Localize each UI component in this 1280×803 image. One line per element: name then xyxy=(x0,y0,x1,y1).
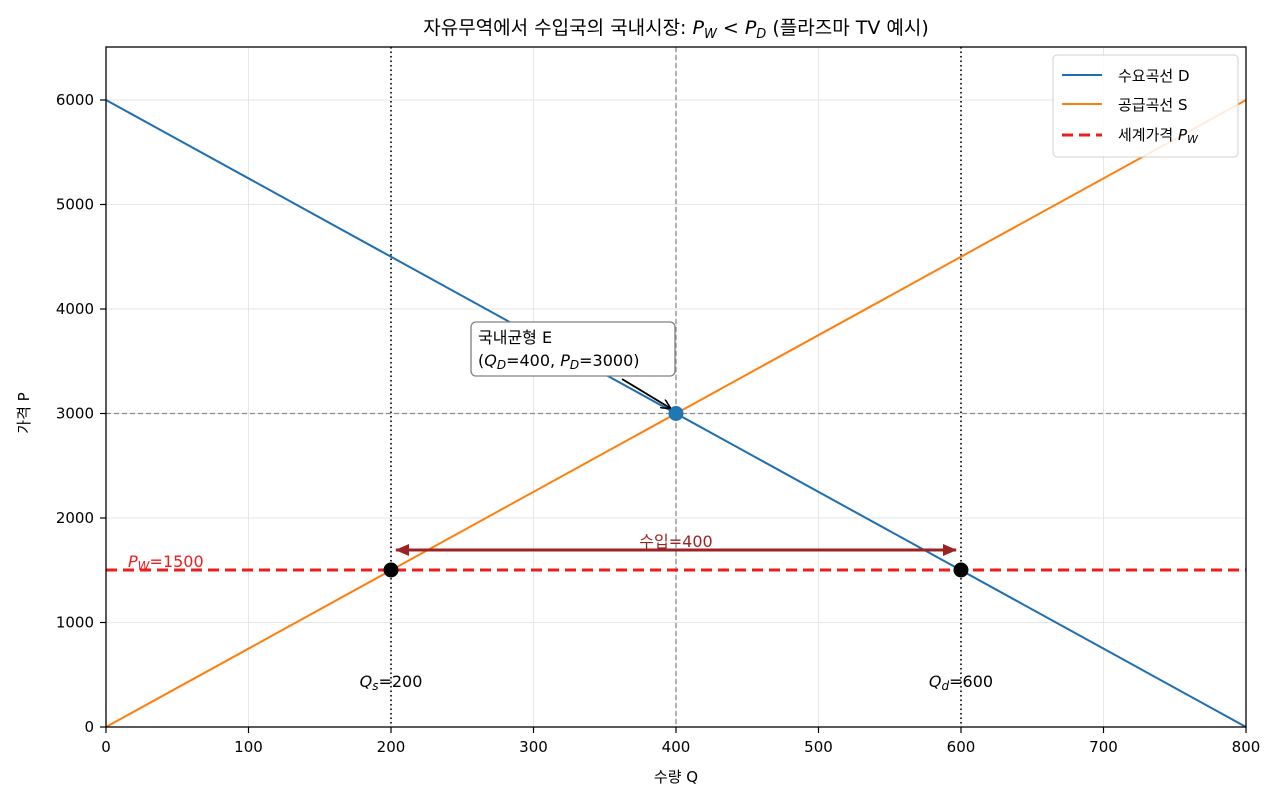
svg-text:수요곡선 D: 수요곡선 D xyxy=(1118,67,1190,85)
equilibrium-point xyxy=(668,406,684,421)
legend: 수요곡선 D 공급곡선 S 세계가격 PW xyxy=(1052,54,1239,158)
svg-text:(QD=400, PD=3000): (QD=400, PD=3000) xyxy=(478,351,640,372)
qd-label: Qd=600 xyxy=(929,672,993,693)
svg-text:공급곡선 S: 공급곡선 S xyxy=(1118,96,1188,114)
legend-item-supply: 공급곡선 S xyxy=(1062,96,1188,114)
svg-text:세계가격 PW: 세계가격 PW xyxy=(1118,126,1199,146)
svg-text:700: 700 xyxy=(1089,738,1118,756)
x-axis: 0 100 200 300 400 500 600 700 800 수량 Q xyxy=(101,727,1260,786)
svg-text:400: 400 xyxy=(662,738,691,756)
svg-text:600: 600 xyxy=(947,738,976,756)
legend-item-demand: 수요곡선 D xyxy=(1062,67,1190,85)
equilibrium-annotation: 국내균형 E (QD=400, PD=3000) xyxy=(470,321,676,408)
world-price-label: PW=1500 xyxy=(128,552,204,573)
svg-text:2000: 2000 xyxy=(56,509,94,527)
qs-label: Qs=200 xyxy=(360,672,423,693)
svg-text:500: 500 xyxy=(804,738,833,756)
svg-text:국내균형 E: 국내균형 E xyxy=(478,328,552,347)
y-axis: 0 1000 2000 3000 4000 5000 6000 가격 P xyxy=(15,91,106,736)
x-axis-label: 수량 Q xyxy=(654,768,698,786)
svg-text:100: 100 xyxy=(234,738,263,756)
svg-text:300: 300 xyxy=(519,738,548,756)
svg-text:3000: 3000 xyxy=(56,405,94,423)
y-axis-label: 가격 P xyxy=(15,392,33,433)
imports-label: 수입=400 xyxy=(639,532,712,551)
legend-item-world-price: 세계가격 PW xyxy=(1062,126,1199,146)
qd-point xyxy=(953,562,969,578)
svg-text:1000: 1000 xyxy=(56,614,94,632)
svg-text:6000: 6000 xyxy=(56,91,94,109)
svg-text:5000: 5000 xyxy=(56,196,94,214)
svg-text:4000: 4000 xyxy=(56,300,94,318)
chart-title: 자유무역에서 수입국의 국내시장: PW < PD (플라즈마 TV 예시) xyxy=(423,17,929,42)
svg-text:200: 200 xyxy=(377,738,406,756)
qs-point xyxy=(383,562,399,578)
svg-text:0: 0 xyxy=(84,718,94,736)
svg-text:800: 800 xyxy=(1232,738,1261,756)
svg-text:0: 0 xyxy=(101,738,111,756)
